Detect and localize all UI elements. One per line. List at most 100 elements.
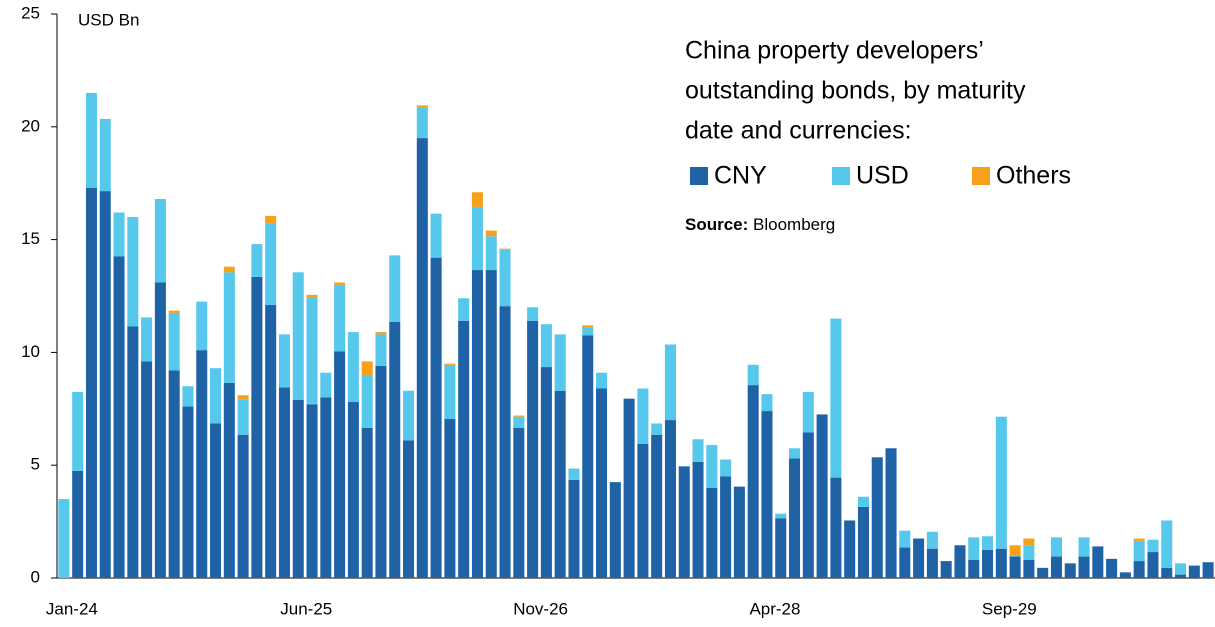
- legend-swatch: [832, 167, 850, 185]
- bar-segment: [72, 391, 84, 471]
- bar-segment: [830, 477, 842, 578]
- bar-segment: [651, 434, 663, 578]
- bar-segment: [1009, 545, 1021, 556]
- bar-segment: [568, 479, 580, 578]
- bar-segment: [1023, 559, 1035, 578]
- bar-segment: [334, 282, 346, 285]
- bar-segment: [802, 432, 814, 578]
- legend-label: CNY: [714, 162, 767, 190]
- bar-segment: [375, 365, 387, 578]
- y-tick-label: 10: [21, 342, 40, 361]
- bar-segment: [113, 212, 125, 257]
- bar-segment: [416, 107, 428, 139]
- bar-segment: [306, 297, 318, 405]
- bar-segment: [899, 547, 911, 578]
- bar-segment: [844, 520, 856, 578]
- bar-segment: [1009, 555, 1021, 557]
- bar-segment: [527, 307, 539, 321]
- bar-segment: [127, 217, 139, 327]
- bar-segment: [499, 306, 511, 578]
- bar-segment: [485, 270, 497, 578]
- bar-segment: [306, 294, 318, 298]
- source: Source: Bloomberg: [685, 215, 835, 234]
- chart-title: China property developers’: [685, 37, 984, 65]
- bar-segment: [113, 256, 125, 578]
- bar-segment: [265, 215, 277, 224]
- bar-segment: [320, 397, 332, 578]
- bar-segment: [513, 427, 525, 578]
- bar-segment: [237, 399, 249, 435]
- legend-swatch: [690, 167, 708, 185]
- bar-segment: [403, 440, 415, 578]
- bar-segment: [334, 284, 346, 352]
- bar-segment: [1147, 539, 1159, 553]
- bar-segment: [802, 391, 814, 433]
- bar-segment: [99, 191, 111, 578]
- x-tick-label: Apr-28: [749, 599, 800, 618]
- x-tick-label: Nov-26: [513, 599, 568, 618]
- bar-segment: [361, 427, 373, 578]
- legend-swatch: [972, 167, 990, 185]
- bar-segment: [223, 382, 235, 578]
- bar-segment: [389, 255, 401, 322]
- bar-segment: [265, 305, 277, 578]
- bar-segment: [761, 411, 773, 578]
- bar-segment: [334, 351, 346, 578]
- bar-segment: [1133, 538, 1145, 541]
- bar-segment: [168, 370, 180, 578]
- source-label: Source:: [685, 215, 748, 234]
- bar-segment: [857, 506, 869, 578]
- bar-segment: [926, 548, 938, 578]
- bar-segment: [444, 363, 456, 365]
- bar-segment: [85, 92, 97, 188]
- bar-segment: [471, 206, 483, 271]
- bar-segment: [485, 230, 497, 237]
- bar-segment: [940, 561, 952, 578]
- bar-segment: [182, 386, 194, 407]
- bar-segment: [926, 531, 938, 549]
- bar-segment: [223, 272, 235, 383]
- bar-segment: [72, 470, 84, 578]
- bar-segment: [1106, 558, 1118, 578]
- bar-segment: [582, 327, 594, 336]
- bar-segment: [1161, 567, 1173, 578]
- bar-segment: [747, 364, 759, 386]
- bar-segment: [623, 398, 635, 578]
- bar-segment: [1175, 574, 1187, 578]
- chart-title: date and currencies:: [685, 117, 912, 145]
- source-text: Bloomberg: [753, 215, 835, 234]
- bar-segment: [554, 334, 566, 391]
- bar-segment: [499, 248, 511, 250]
- bar-segment: [416, 105, 428, 108]
- y-tick-label: 20: [21, 116, 40, 135]
- bar-segment: [1037, 567, 1049, 578]
- bar-segment: [596, 372, 608, 389]
- bar-segment: [1147, 552, 1159, 578]
- bar-segment: [1023, 545, 1035, 560]
- bar-segment: [637, 443, 649, 578]
- bar-segment: [1133, 540, 1145, 562]
- bar-segment: [1188, 565, 1200, 578]
- y-tick-label: 5: [31, 455, 40, 474]
- bar-segment: [789, 458, 801, 578]
- bar-segment: [830, 318, 842, 478]
- bar-segment: [347, 332, 359, 403]
- bar-segment: [168, 312, 180, 371]
- bar-segment: [568, 468, 580, 480]
- bar-segment: [278, 387, 290, 578]
- bar-segment: [899, 530, 911, 548]
- legend-label: USD: [856, 162, 909, 190]
- bar-segment: [609, 482, 621, 578]
- bar-segment: [237, 395, 249, 400]
- bar-segment: [127, 326, 139, 578]
- bar-segment: [154, 282, 166, 578]
- bar-segment: [1119, 572, 1131, 578]
- bar-segment: [857, 496, 869, 507]
- bar-segment: [58, 499, 70, 578]
- bar-segment: [196, 350, 208, 578]
- bar-segment: [499, 249, 511, 307]
- bar-segment: [99, 120, 111, 192]
- bar-segment: [720, 459, 732, 477]
- bar-segment: [664, 344, 676, 421]
